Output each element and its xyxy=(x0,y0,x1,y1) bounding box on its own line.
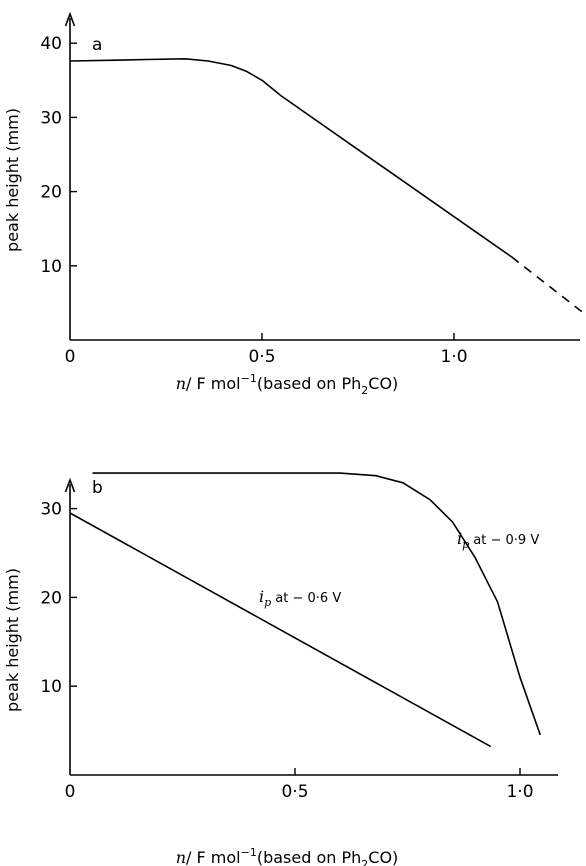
series-label-sub: p xyxy=(264,596,271,609)
series-label-var: i xyxy=(457,529,462,548)
x-tick-label: 1·0 xyxy=(440,347,467,367)
x-axis-label-exp: −1 xyxy=(241,372,257,385)
series-line-extrapolated xyxy=(511,256,586,316)
y-tick-label: 30 xyxy=(40,108,62,128)
y-tick-label: 10 xyxy=(40,257,62,277)
x-axis-label-basis: (based on Ph xyxy=(257,374,361,393)
y-tick-label: 20 xyxy=(40,588,62,608)
series-line xyxy=(69,58,513,258)
panel-label: b xyxy=(92,478,103,498)
chart-a: 00·51·01·510203040apeak height (mm)n/ F … xyxy=(3,11,586,397)
panel-label: a xyxy=(92,35,102,55)
y-tick-label: 30 xyxy=(40,500,62,520)
x-axis-label: n/ F mol−1(based on Ph2CO) xyxy=(176,372,399,397)
series-label-var: i xyxy=(259,587,264,606)
x-axis-label-var: n xyxy=(176,374,186,393)
y-tick-label: 40 xyxy=(40,34,62,54)
x-tick-label: 0 xyxy=(65,782,76,802)
y-axis-label: peak height (mm) xyxy=(3,568,22,712)
x-tick-label: 0·5 xyxy=(281,782,308,802)
series-label: ip at − 0·6 V xyxy=(259,587,341,609)
x-axis-label-unit: / F mol xyxy=(186,848,241,866)
y-tick-label: 20 xyxy=(40,183,62,203)
x-axis-label-exp: −1 xyxy=(241,846,257,859)
x-tick-label: 0 xyxy=(65,347,76,367)
y-axis-arrow xyxy=(64,477,76,493)
y-axis-label: peak height (mm) xyxy=(3,108,22,252)
series-label: ip at − 0·9 V xyxy=(457,529,539,551)
series-line xyxy=(69,512,492,748)
x-axis-label-var: n xyxy=(176,848,186,866)
x-axis-label: n/ F mol−1(based on Ph2CO) xyxy=(176,846,399,866)
x-tick-label: 1·0 xyxy=(506,782,533,802)
series-line xyxy=(92,472,542,736)
x-axis-label-end: CO) xyxy=(368,374,398,393)
x-axis-label-unit: / F mol xyxy=(186,374,241,393)
y-tick-label: 10 xyxy=(40,677,62,697)
x-axis-label-basis: (based on Ph xyxy=(257,848,361,866)
chart-b: 0 0·5 1·0 10 20 30 b peak height (mm) n/ F mol−1… xyxy=(3,472,558,866)
series-label-sub: p xyxy=(462,538,469,551)
x-tick-label: 0·5 xyxy=(248,347,275,367)
y-axis-arrow xyxy=(64,11,76,27)
x-axis-label-sub: 2 xyxy=(361,858,368,866)
x-axis-label-sub: 2 xyxy=(361,384,368,397)
x-axis-label-end: CO) xyxy=(368,848,398,866)
series-label-text: at − 0·9 V xyxy=(469,533,539,548)
series-label-text: at − 0·6 V xyxy=(271,591,341,606)
